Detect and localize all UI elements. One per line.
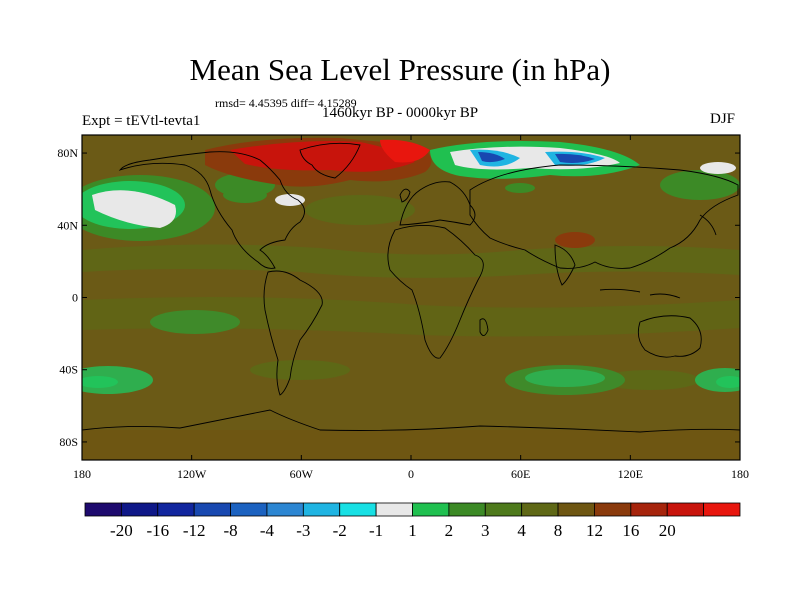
australia-coast (637, 315, 702, 358)
scandinavia-low-core (478, 152, 505, 163)
colorbar-swatch (448, 502, 486, 517)
colorbar-label: 1 (408, 521, 417, 540)
colorbar-swatch (557, 502, 595, 517)
colorbar-swatch (302, 502, 341, 517)
india-coast (554, 244, 576, 286)
colorbar-label: -8 (223, 521, 237, 540)
labrador-core (275, 194, 305, 206)
north-america-coast (118, 151, 305, 269)
lon-tick-label: 180 (73, 467, 91, 481)
siberia-low-core (555, 153, 595, 163)
south-indian-anomaly (600, 370, 700, 390)
indonesia-coast (599, 288, 681, 299)
season-label: DJF (710, 111, 736, 127)
latitude-axis: 80N 40N 0 40S 80S (57, 146, 740, 449)
colorbar-swatch (375, 502, 413, 517)
asia-coast (469, 164, 739, 269)
east-siberia-anomaly (660, 170, 740, 200)
lon-tick-label: 180 (731, 467, 749, 481)
colorbar-swatch (157, 502, 195, 517)
colorbar-swatch (412, 502, 450, 517)
colorbar-label: 2 (445, 521, 454, 540)
lat-tick-label: 80S (59, 435, 78, 449)
tropical-band-south (82, 296, 740, 337)
arctic-high-core (380, 139, 430, 163)
pressure-field (82, 135, 740, 460)
colorbar-swatch (120, 502, 159, 517)
lon-tick-label: 120E (618, 467, 643, 481)
lon-tick-label: 0 (408, 467, 414, 481)
lat-tick-label: 40N (57, 218, 78, 232)
madagascar-coast (479, 318, 489, 336)
south-pacific-anomaly (150, 310, 240, 334)
colorbar-swatch (484, 502, 523, 517)
colorbar-label: 3 (481, 521, 490, 540)
lat-tick-label: 0 (72, 291, 78, 305)
antarctica-coast (82, 409, 740, 433)
colorbar-swatch (521, 502, 559, 517)
lon-tick-label: 60W (290, 467, 314, 481)
longitude-axis: 180 120W 60W 0 60E 120E 180 (73, 135, 749, 481)
tibet-anomaly (555, 232, 595, 248)
colorbar-swatch (703, 502, 741, 517)
colorbar-label: -20 (110, 521, 133, 540)
colorbar-label: 16 (622, 521, 639, 540)
colorbar-swatch (230, 502, 268, 517)
experiment-label: Expt = tEVtl-tevta1 (82, 113, 201, 129)
colorbar-label: 12 (586, 521, 603, 540)
colorbar-label: -12 (183, 521, 206, 540)
southern-ocean-west-core (82, 376, 118, 388)
uk-coast (399, 188, 411, 203)
colorbar-label: 8 (554, 521, 563, 540)
south-america-coast (263, 270, 323, 396)
japan-coast (699, 214, 717, 236)
lat-tick-label: 80N (57, 146, 78, 160)
colorbar-swatch (266, 502, 304, 517)
north-pacific-core (92, 190, 176, 228)
greenland-coast (299, 142, 361, 179)
colorbar-swatch (630, 502, 668, 517)
coastlines (82, 142, 740, 433)
colorbar-label: -3 (296, 521, 310, 540)
central-asia-anomaly (505, 183, 535, 193)
colorbar-label: 4 (517, 521, 526, 540)
colorbar-label: -4 (260, 521, 275, 540)
lon-tick-label: 120W (177, 467, 207, 481)
colorbar-swatch (339, 502, 377, 517)
labrador-anomaly (223, 187, 267, 203)
colorbar-swatch (193, 502, 231, 517)
colorbar-swatch (666, 502, 705, 517)
colorbar-label: -1 (369, 521, 383, 540)
colorbar-label: -2 (333, 521, 347, 540)
africa-coast (387, 225, 484, 359)
colorbar-label: 20 (659, 521, 676, 540)
arctic-high-mid (230, 141, 415, 172)
south-atlantic-anomaly (250, 360, 350, 380)
period-label: 1460kyr BP - 0000kyr BP (322, 105, 479, 121)
lat-tick-label: 40S (59, 363, 78, 377)
stats-line: rmsd= 4.45395 diff= 4.15289 (215, 96, 357, 110)
southern-ocean-center-core (525, 369, 605, 387)
colorbar-label: -16 (146, 521, 169, 540)
southern-ocean-east-core (716, 376, 740, 388)
colorbar: -20 -16 -12 -8 -4 -3 -2 -1 1 2 3 4 8 12 16 20 (84, 502, 741, 540)
colorbar-swatch (594, 502, 632, 517)
north-atlantic-anomaly (305, 195, 415, 225)
bering-anomaly (700, 162, 736, 174)
colorbar-swatch (84, 502, 122, 517)
lon-tick-label: 60E (511, 467, 530, 481)
plot-title: Mean Sea Level Pressure (in hPa) (189, 52, 611, 87)
